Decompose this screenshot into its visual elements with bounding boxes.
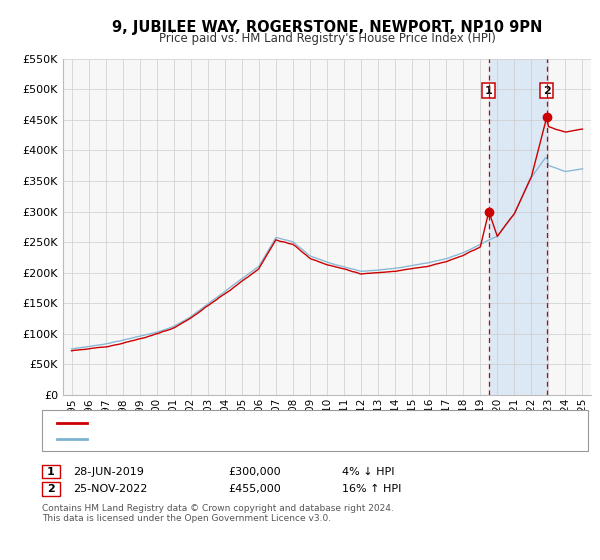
Text: 28-JUN-2019: 28-JUN-2019 bbox=[73, 466, 144, 477]
Text: 2: 2 bbox=[543, 86, 551, 96]
Text: 16% ↑ HPI: 16% ↑ HPI bbox=[342, 484, 401, 494]
Text: 4% ↓ HPI: 4% ↓ HPI bbox=[342, 466, 395, 477]
Text: 2: 2 bbox=[47, 484, 55, 494]
Text: Contains HM Land Registry data © Crown copyright and database right 2024.
This d: Contains HM Land Registry data © Crown c… bbox=[42, 504, 394, 524]
Text: 9, JUBILEE WAY, ROGERSTONE, NEWPORT, NP10 9PN (detached house): 9, JUBILEE WAY, ROGERSTONE, NEWPORT, NP1… bbox=[94, 418, 462, 428]
Text: Price paid vs. HM Land Registry's House Price Index (HPI): Price paid vs. HM Land Registry's House … bbox=[158, 32, 496, 45]
Text: 1: 1 bbox=[485, 86, 493, 96]
Text: £300,000: £300,000 bbox=[228, 466, 281, 477]
Bar bbox=[488, 59, 547, 395]
Text: 1: 1 bbox=[47, 466, 55, 477]
Text: HPI: Average price, detached house, Newport: HPI: Average price, detached house, Newp… bbox=[94, 433, 331, 444]
Text: 9, JUBILEE WAY, ROGERSTONE, NEWPORT, NP10 9PN: 9, JUBILEE WAY, ROGERSTONE, NEWPORT, NP1… bbox=[112, 20, 542, 35]
Text: 25-NOV-2022: 25-NOV-2022 bbox=[73, 484, 148, 494]
Text: £455,000: £455,000 bbox=[228, 484, 281, 494]
